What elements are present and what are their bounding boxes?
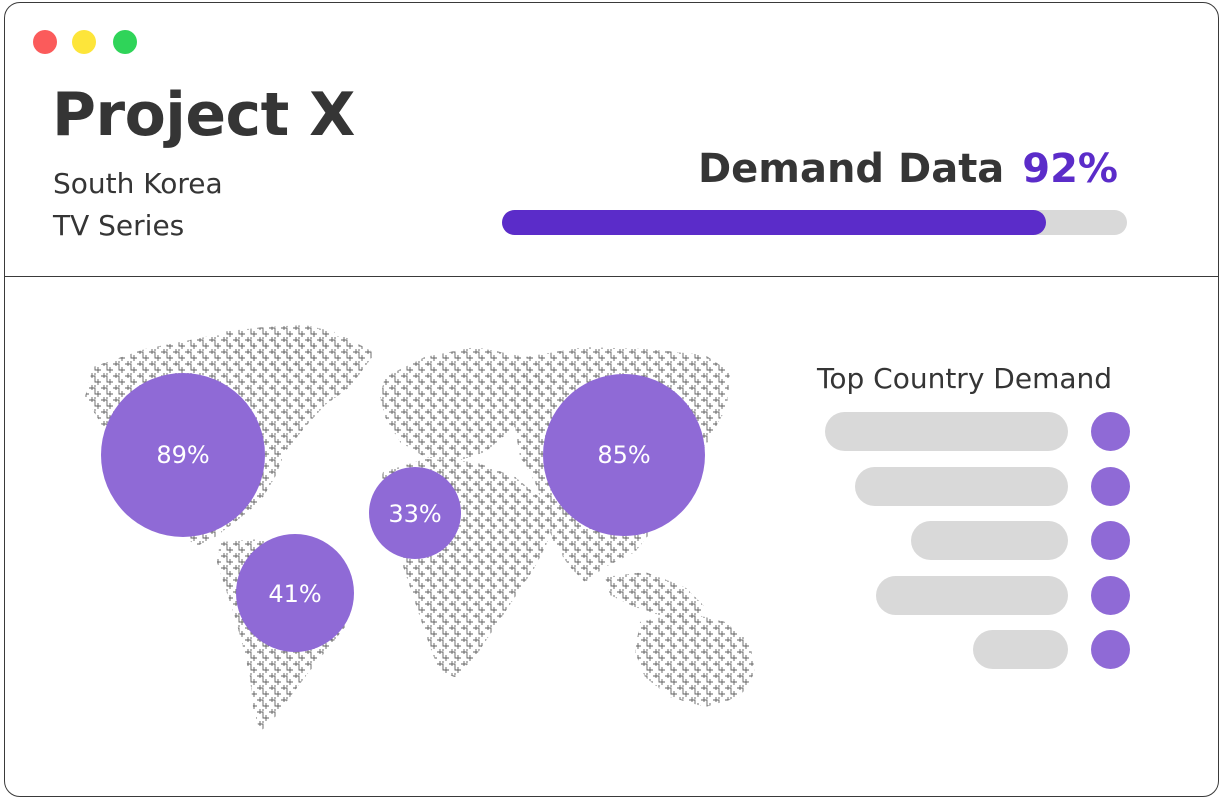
demand-heading: Demand Data 92% — [698, 149, 1118, 189]
page-title: Project X — [52, 80, 355, 150]
world-map: 89% 41% 33% 85% — [85, 325, 755, 732]
rank-dot-4 — [1091, 576, 1130, 615]
demand-bubbles: 89% 41% 33% 85% — [101, 373, 705, 652]
bubble-africa: 33% — [369, 467, 461, 559]
rank-bar-5 — [973, 630, 1068, 669]
app-window: Project X South Korea TV Series Demand D… — [4, 2, 1219, 797]
country-label: South Korea — [53, 167, 223, 200]
demand-progress-fill — [502, 210, 1046, 235]
bubble-north-america: 89% — [101, 373, 265, 537]
rank-bar-2 — [855, 467, 1068, 506]
southeast-asia-shape — [605, 572, 705, 622]
bubble-asia: 85% — [543, 374, 705, 536]
close-window-button[interactable] — [33, 30, 57, 54]
maximize-window-button[interactable] — [113, 30, 137, 54]
australia-shape — [635, 612, 755, 707]
bubble-asia-circle — [543, 374, 705, 536]
bubble-africa-label: 33% — [388, 500, 441, 528]
demand-percentage: 92% — [1022, 146, 1118, 192]
rank-bar-3 — [911, 521, 1068, 560]
demand-progress-bar — [502, 210, 1127, 235]
top-country-demand-title: Top Country Demand — [817, 362, 1113, 395]
bubble-north-america-circle — [101, 373, 265, 537]
minimize-window-button[interactable] — [72, 30, 96, 54]
rank-dot-2 — [1091, 467, 1130, 506]
bubble-south-america-circle — [236, 534, 354, 652]
rank-bar-1 — [825, 412, 1068, 451]
bubble-asia-label: 85% — [597, 441, 650, 469]
rank-dot-5 — [1091, 630, 1130, 669]
rank-bar-4 — [876, 576, 1068, 615]
greenland-shape — [220, 325, 335, 372]
rank-dot-1 — [1091, 412, 1130, 451]
bubble-south-america-label: 41% — [268, 580, 321, 608]
section-divider — [5, 276, 1218, 277]
europe-shape — [380, 347, 545, 462]
bubble-south-america: 41% — [236, 534, 354, 652]
bubble-north-america-label: 89% — [156, 441, 209, 469]
category-label: TV Series — [53, 209, 185, 242]
bubble-africa-circle — [369, 467, 461, 559]
demand-label: Demand Data — [697, 146, 1005, 192]
rank-dot-3 — [1091, 521, 1130, 560]
